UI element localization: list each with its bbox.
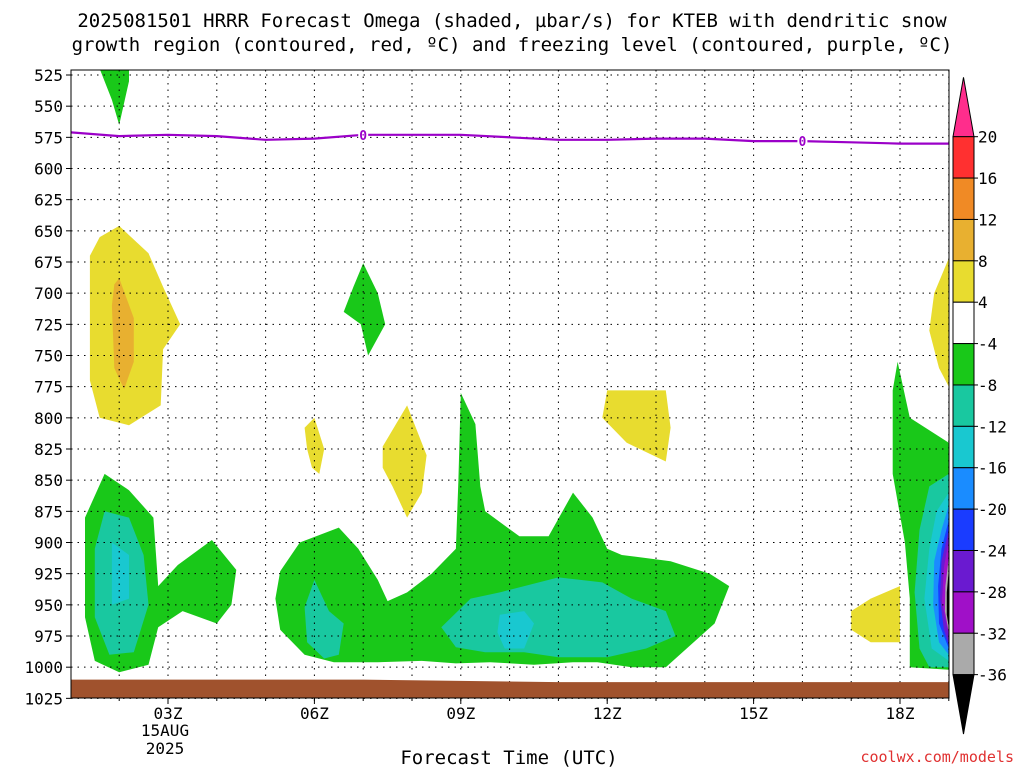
colorbar-label: -36 (978, 666, 1007, 685)
colorbar-label: -32 (978, 624, 1007, 643)
omega-region-2 (89, 225, 181, 426)
omega-region-3 (111, 278, 134, 390)
omega-region-4 (343, 263, 386, 356)
colorbar: 20 16 12 8 4 -4 -8 -12 -16 -20 -24 -28 -32 -36 (952, 77, 1007, 735)
colorbar-label: -24 (978, 541, 1007, 560)
colorbar-swatch (952, 343, 975, 386)
y-tick-label: 625 (34, 191, 63, 210)
chart-title-line-1: 2025081501 HRRR Forecast Omega (shaded, … (77, 10, 947, 32)
y-tick-label: 925 (34, 565, 63, 584)
y-tick-label: 850 (34, 471, 63, 490)
omega-region-14 (304, 579, 344, 659)
colorbar-label: -4 (978, 335, 997, 354)
colorbar-swatch (952, 218, 975, 262)
terrain-polygon (71, 679, 949, 698)
y-tick-label: 750 (34, 347, 63, 366)
y-tick-label: 725 (34, 315, 63, 334)
y-axis-ticks: 525 550 575 600 625 650 675 700 725 750 775 800 825 8… (24, 66, 71, 708)
x-tick-label: 18Z (886, 704, 915, 723)
colorbar-label: -16 (978, 459, 1007, 478)
colorbar-label: 4 (978, 293, 988, 312)
colorbar-bottom-arrow (952, 674, 975, 735)
freezing-level-label: 0 (359, 129, 367, 144)
omega-region-8 (851, 586, 900, 643)
colorbar-swatch (952, 632, 975, 676)
x-tick-label: 09Z (446, 704, 475, 723)
y-tick-label: 700 (34, 284, 63, 303)
y-tick-label: 775 (34, 378, 63, 397)
omega-region-6 (382, 405, 427, 518)
y-tick-label: 1025 (24, 689, 63, 708)
y-tick-label: 1000 (24, 658, 63, 677)
x-tick-label: 03Z (154, 704, 183, 723)
colorbar-label: -12 (978, 417, 1007, 436)
omega-region-9 (929, 258, 949, 387)
colorbar-swatch (952, 508, 975, 551)
x-tick-label: 12Z (593, 704, 622, 723)
colorbar-swatch (952, 177, 975, 220)
colorbar-label: 8 (978, 252, 988, 271)
omega-region-0 (100, 70, 129, 125)
y-tick-label: 975 (34, 627, 63, 646)
y-tick-label: 875 (34, 502, 63, 521)
colorbar-swatch (952, 384, 975, 427)
colorbar-label: 16 (978, 169, 997, 188)
freezing-level-label: 0 (798, 135, 806, 150)
y-tick-label: 575 (34, 128, 63, 147)
colorbar-label: -28 (978, 583, 1007, 602)
y-tick-label: 600 (34, 160, 63, 179)
credit-link[interactable]: coolwx.com/models (860, 748, 1014, 766)
y-tick-label: 825 (34, 440, 63, 459)
colorbar-label: 12 (978, 210, 997, 229)
terrain-fill (71, 679, 949, 698)
y-tick-label: 900 (34, 534, 63, 553)
colorbar-label: -20 (978, 500, 1007, 519)
y-tick-label: 675 (34, 253, 63, 272)
x-tick-label: 06Z (300, 704, 329, 723)
y-tick-label: 950 (34, 596, 63, 615)
colorbar-swatch (952, 260, 975, 303)
x-axis-ticks: 03Z 06Z 09Z 12Z 15Z 18Z (118, 698, 950, 723)
chart-title-line-2: growth region (contoured, red, ºC) and f… (72, 34, 953, 56)
y-tick-label: 800 (34, 409, 63, 428)
colorbar-swatch (952, 136, 975, 179)
omega-region-7 (602, 390, 671, 462)
y-tick-label: 650 (34, 222, 63, 241)
freezing-label-bg (358, 127, 369, 142)
x-year-label: 2025 (146, 739, 185, 758)
colorbar-label: -8 (978, 376, 997, 395)
colorbar-swatch (952, 591, 975, 634)
colorbar-swatch (952, 549, 975, 593)
omega-region-5 (304, 417, 325, 474)
colorbar-label: 20 (978, 128, 997, 147)
freezing-label-bg (797, 134, 808, 149)
y-tick-label: 550 (34, 97, 63, 116)
x-axis-title: Forecast Time (UTC) (400, 747, 617, 768)
colorbar-swatch (952, 301, 975, 345)
colorbar-top-arrow (952, 77, 975, 138)
omega-region-16 (497, 611, 534, 649)
colorbar-swatch (952, 425, 975, 469)
x-date-label: 15AUG (141, 721, 189, 740)
colorbar-swatch (952, 467, 975, 510)
omega-region-12 (111, 542, 129, 605)
omega-shading (85, 70, 949, 673)
x-tick-label: 15Z (739, 704, 768, 723)
y-tick-label: 525 (34, 66, 63, 85)
